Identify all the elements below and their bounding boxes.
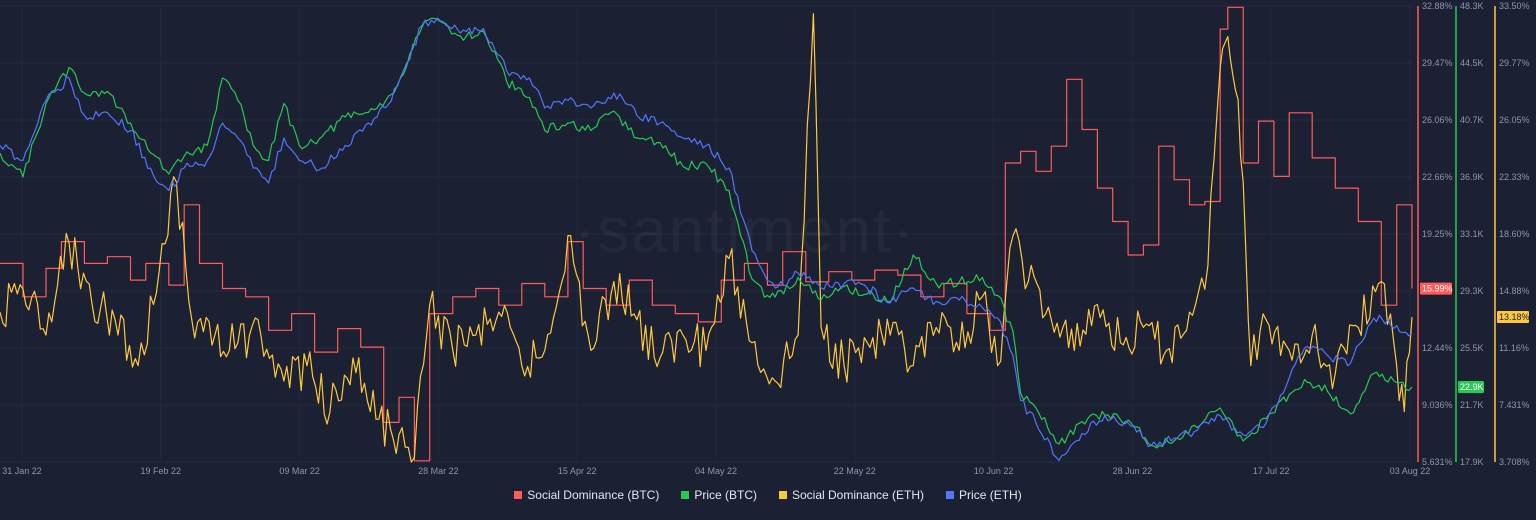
x-tick-label: 28 Jun 22 <box>1113 466 1153 476</box>
axis-tick-label: 22.33% <box>1499 172 1530 182</box>
legend-label: Price (BTC) <box>694 488 757 502</box>
badge-label-price_btc: 22.9K <box>1460 382 1484 392</box>
axis-tick-label: 19.25% <box>1422 229 1453 239</box>
grid <box>0 5 1412 463</box>
badge-label-sd_eth: 13.18% <box>1499 312 1530 322</box>
axis-tick-label: 26.06% <box>1422 115 1453 125</box>
x-tick-label: 04 May 22 <box>695 466 737 476</box>
badge-sd_btc <box>1420 282 1452 295</box>
axis-tick-label: 29.3K <box>1460 286 1484 296</box>
legend-swatch <box>946 491 955 499</box>
x-axis: 31 Jan 22 19 Feb 22 09 Mar 22 28 Mar 22 15 A… <box>2 466 1430 476</box>
axis-tick-label: 22.66% <box>1422 172 1453 182</box>
axis-tick-label: 48.3K <box>1460 1 1484 11</box>
axis-tick-label: 9.036% <box>1422 400 1453 410</box>
axis-tick-label: 7.431% <box>1499 400 1530 410</box>
x-tick-label: 31 Jan 22 <box>2 466 42 476</box>
x-tick-label: 28 Mar 22 <box>418 466 459 476</box>
axis-tick-label: 14.88% <box>1499 286 1530 296</box>
axis-tick-label: 44.5K <box>1460 58 1484 68</box>
legend-label: Social Dominance (ETH) <box>792 488 925 502</box>
x-tick-label: 17 Jul 22 <box>1253 466 1290 476</box>
x-tick-label: 22 May 22 <box>834 466 876 476</box>
axes-layer: 32.88%29.47%26.06%22.66%19.25%15.85%12.4… <box>1417 1 1530 467</box>
x-tick-label: 03 Aug 22 <box>1390 466 1431 476</box>
x-tick-label: 15 Apr 22 <box>558 466 597 476</box>
series-line-social-dominance-eth <box>0 13 1413 463</box>
x-tick-label: 19 Feb 22 <box>141 466 182 476</box>
axis-tick-label: 33.1K <box>1460 229 1484 239</box>
badge-sd_eth <box>1497 311 1529 324</box>
legend-label: Social Dominance (BTC) <box>527 488 660 502</box>
legend-swatch <box>681 491 690 499</box>
axis-tick-label: 12.44% <box>1422 343 1453 353</box>
axis-tick-label: 29.47% <box>1422 58 1453 68</box>
legend-item[interactable]: Social Dominance (BTC) <box>514 488 659 502</box>
badge-price_btc <box>1458 381 1484 393</box>
axis-tick-label: 25.5K <box>1460 343 1484 353</box>
legend-item[interactable]: Price (ETH) <box>946 488 1022 502</box>
legend-swatch <box>514 491 523 499</box>
legend-item[interactable]: Price (BTC) <box>681 488 757 502</box>
x-tick-label: 09 Mar 22 <box>279 466 320 476</box>
axis-tick-label: 29.77% <box>1499 58 1530 68</box>
axis-tick-label: 26.05% <box>1499 115 1530 125</box>
axis-tick-label: 40.7K <box>1460 115 1484 125</box>
axis-tick-label: 36.9K <box>1460 172 1484 182</box>
axis-tick-label: 21.7K <box>1460 400 1484 410</box>
x-tick-label: 10 Jun 22 <box>974 466 1014 476</box>
axis-tick-label: 5.631% <box>1422 457 1453 467</box>
legend-label: Price (ETH) <box>959 488 1022 502</box>
axis-tick-label: 33.50% <box>1499 1 1530 11</box>
badge-label-sd_btc: 15.99% <box>1422 284 1453 294</box>
series-layer <box>0 6 1413 463</box>
series-line-price-eth <box>0 17 1413 462</box>
legend-item[interactable]: Social Dominance (ETH) <box>779 488 924 502</box>
axis-tick-label: 3.708% <box>1499 457 1530 467</box>
watermark: ·santiment· <box>574 194 916 266</box>
axis-tick-label: 18.60% <box>1499 229 1530 239</box>
series-line-social-dominance-btc <box>0 6 1413 462</box>
axis-tick-label: 11.16% <box>1499 343 1529 353</box>
axis-tick-label: 32.88% <box>1422 1 1453 11</box>
legend-swatch <box>779 491 787 499</box>
axis-tick-label: 17.9K <box>1460 457 1484 467</box>
legend: Social Dominance (BTC) Price (BTC) Social … <box>0 488 1536 502</box>
